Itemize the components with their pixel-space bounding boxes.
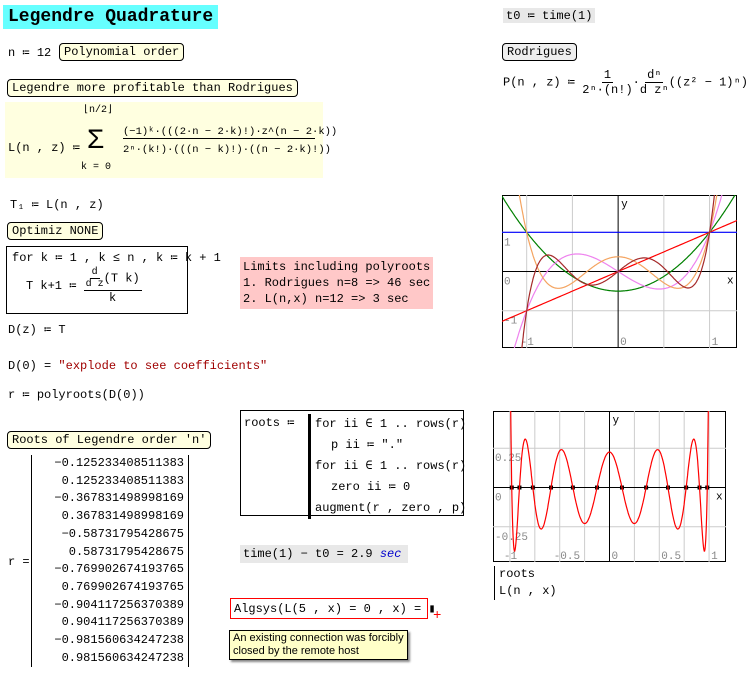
roots-prog-line-5: augment(r , zero , p) <box>315 501 467 515</box>
root-value: −0.58731795428675 <box>61 526 184 541</box>
curve-P3 <box>513 195 723 348</box>
roots-prog-line-2: p ii ≔ "." <box>331 438 404 452</box>
root-value: 0.769902674193765 <box>61 579 184 594</box>
worksheet-title: Legendre Quadrature <box>3 5 219 29</box>
y-axis-label: y <box>621 199 628 211</box>
d0-evaluation[interactable]: D(0) = "explode to see coefficients" <box>8 359 267 373</box>
loop-dden: d z <box>85 279 104 290</box>
t0-definition[interactable]: t0 ≔ time(1) <box>503 8 596 23</box>
root-value: 0.367831498998169 <box>61 509 184 524</box>
rod-body: ((z² − 1)ⁿ) <box>668 75 748 90</box>
x-axis-label: x <box>716 492 723 504</box>
polynomial-order-label[interactable]: Polynomial order <box>59 43 185 61</box>
y-tick-label: -0.25 <box>495 532 528 544</box>
x-tick-label: -1 <box>521 337 535 348</box>
time-expr: time(1) − t0 = 2.9 <box>243 547 380 561</box>
loop-lhs: T k+1 ≔ <box>26 279 77 294</box>
sum-denominator: 2ⁿ·(k!)·(((n − k)!)·((n − 2·k)!)) <box>123 144 331 156</box>
sum-upper: ⌊n/2⌋ <box>83 105 114 116</box>
roots-label[interactable]: Roots of Legendre order 'n' <box>7 431 212 449</box>
roots-prog-lhs: roots ≔ <box>244 416 295 430</box>
curve-P4 <box>518 195 718 289</box>
rodrigues-formula[interactable]: P(n , z) ≔ 1 2ⁿ·(n!) · dⁿ d zⁿ ((z² − 1)ⁿ) <box>503 68 748 97</box>
y-tick-label: 0 <box>504 277 511 289</box>
limits-line-2: 1. Rodrigues n=8 => 46 sec <box>243 276 431 290</box>
sum-lower: k = 0 <box>81 162 112 173</box>
time-unit: sec <box>379 547 402 561</box>
root-value: 0.904117256370389 <box>61 615 184 630</box>
d0-value: "explode to see coefficients" <box>58 359 268 373</box>
x-tick-label: 0 <box>620 337 627 348</box>
x-tick-label: -0.5 <box>554 551 580 562</box>
crosshair-cursor: + <box>433 608 442 624</box>
limits-line-3: 2. L(n,x) n=12 => 3 sec <box>243 292 409 306</box>
rodrigues-lhs: P(n , z) ≔ <box>503 75 576 90</box>
y-axis-label: y <box>613 415 620 427</box>
y-tick-label: 0 <box>495 493 502 505</box>
legendre-formula[interactable]: L(n , z) ≔ ⌊n/2⌋ Σ k = 0 (−1)ᵏ·(((2·n − … <box>5 102 338 178</box>
limits-line-1: Limits including polyroots <box>243 260 431 274</box>
optimiz-label[interactable]: Optimiz NONE <box>7 222 104 240</box>
root-value: 0.125233408511383 <box>61 473 184 488</box>
roots-program[interactable]: roots ≔ for ii ∈ 1 .. rows(r) p ii ≔ "."… <box>240 410 467 519</box>
error-line-2: closed by the remote host <box>233 645 359 657</box>
root-value: −0.904117256370389 <box>54 597 184 612</box>
limits-note[interactable]: Limits including polyroots 1. Rodrigues … <box>240 257 434 309</box>
roots-prog-line-3: for ii ∈ 1 .. rows(r) <box>315 459 467 473</box>
algsys-evaluation[interactable]: Algsys(L(5 , x) = 0 , x) = ▮ <box>230 598 436 619</box>
legendre-lhs: L(n , z) ≔ <box>8 141 81 155</box>
legend-roots: roots <box>499 567 536 581</box>
root-value: 0.58731795428675 <box>68 544 184 559</box>
error-line-1: An existing connection was forcibly <box>233 632 404 644</box>
sum-numerator: (−1)ᵏ·(((2·n − 2·k)!)·z^(n − 2·k)) <box>123 126 338 139</box>
loop-header: for k ≔ 1 , k ≤ n , k ≔ k + 1 <box>12 251 221 265</box>
legendre-order-n-plot[interactable]: y x -1 -0.5 0 0.5 1 0.25 0 -0.25 <box>493 411 726 562</box>
roots-matrix[interactable]: −0.125233408511383 0.125233408511383 −0.36… <box>31 455 189 668</box>
n-definition[interactable]: n ≔ 12 <box>8 46 52 60</box>
rod-num: 1 <box>601 68 614 83</box>
x-tick-label: 0 <box>612 551 619 562</box>
sum-sign: Σ <box>87 126 104 157</box>
legendre-label[interactable]: Legendre more profitable than Rodrigues <box>7 79 298 97</box>
loop-den: k <box>109 291 117 305</box>
loop-arg: (T k) <box>103 271 140 286</box>
t1-definition[interactable]: T₁ ≔ L(n , z) <box>10 198 104 212</box>
rod-den: 2ⁿ·(n!) <box>582 83 633 97</box>
root-value: −0.769902674193765 <box>54 562 184 577</box>
loop-dnum: d <box>89 267 100 279</box>
d0-lhs: D(0) = <box>8 359 59 373</box>
plot2-legend: roots L(n , x) <box>494 566 557 600</box>
x-tick-label: 1 <box>711 551 718 562</box>
root-value: −0.981560634247238 <box>54 633 184 648</box>
y-tick-label: 0.25 <box>495 453 521 465</box>
curve-P12 <box>510 411 709 552</box>
x-axis-label: x <box>727 276 734 288</box>
root-value: 0.981560634247238 <box>61 650 184 665</box>
rod-dden: d zⁿ <box>639 83 669 97</box>
x-tick-label: 0.5 <box>661 551 681 562</box>
roots-prog-line-4: zero ii ≔ 0 <box>331 480 411 494</box>
time-evaluation[interactable]: time(1) − t0 = 2.9 sec <box>240 545 408 563</box>
root-value: −0.367831498998169 <box>54 491 184 506</box>
r-lhs: r = <box>8 555 30 569</box>
x-tick-label: 1 <box>712 337 719 348</box>
error-tooltip: An existing connection was forcibly close… <box>229 630 408 660</box>
r-definition[interactable]: r ≔ polyroots(D(0)) <box>8 388 145 402</box>
x-tick-label: -1 <box>504 551 518 562</box>
curve-P5 <box>521 195 716 348</box>
roots-prog-line-1: for ii ∈ 1 .. rows(r) <box>315 417 467 431</box>
y-tick-label: 1 <box>504 237 511 249</box>
rod-dnum: dⁿ <box>645 68 664 83</box>
legendre-polynomials-plot[interactable]: yx-1 0 110-1 <box>502 195 737 348</box>
legend-l-n-x: L(n , x) <box>499 584 557 598</box>
rodrigues-label[interactable]: Rodrigues <box>502 43 577 61</box>
root-value: −0.125233408511383 <box>54 456 184 470</box>
d-definition[interactable]: D(z) ≔ T <box>8 323 66 337</box>
curve-P2 <box>502 195 736 292</box>
